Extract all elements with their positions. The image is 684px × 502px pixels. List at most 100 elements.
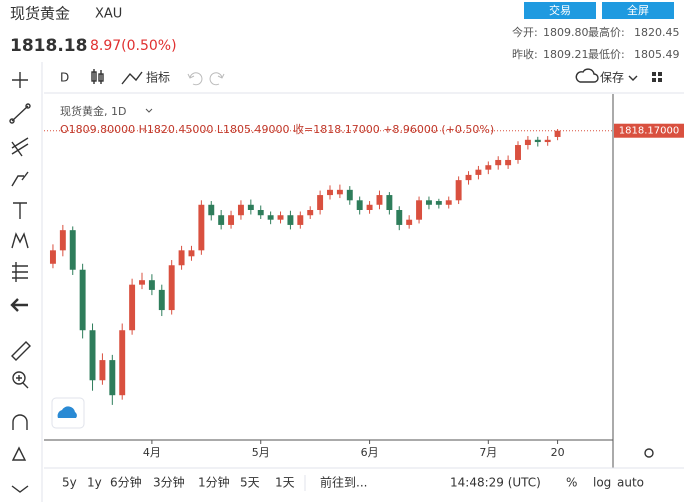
candle-body	[99, 360, 106, 381]
candle-body	[336, 189, 343, 195]
range-button[interactable]: 5y	[62, 476, 77, 490]
candle-body	[396, 210, 403, 225]
range-button[interactable]: 6分钟	[110, 475, 142, 490]
settings-icon[interactable]	[644, 448, 654, 458]
x-tick-label: 4月	[143, 446, 161, 459]
layout-icon[interactable]	[652, 72, 662, 82]
trade-label[interactable]: 交易	[549, 3, 571, 17]
last-price-label: 1818.17000	[619, 126, 679, 137]
candle-body	[218, 215, 225, 225]
save-icon[interactable]	[575, 68, 599, 83]
fullscreen-button[interactable]	[602, 2, 674, 19]
legend-ohlc: O1809.80000 H1820.45000 L1805.49000 收=18…	[60, 122, 494, 136]
candle-body	[554, 130, 561, 137]
candle-body	[346, 189, 353, 201]
stat-value: 1809.80	[543, 26, 589, 39]
redo-icon[interactable]	[209, 72, 225, 86]
scale-option[interactable]: %	[566, 476, 577, 490]
candle-body	[129, 284, 136, 331]
candle-body	[188, 250, 195, 257]
candle-body	[59, 230, 66, 251]
range-button[interactable]: 5天	[240, 476, 260, 490]
candle-body	[356, 200, 363, 210]
candle-body	[287, 215, 294, 225]
candle-body	[297, 215, 304, 225]
time: 14:48:29 (UTC)	[450, 476, 541, 490]
candle-body	[515, 145, 521, 160]
range-button[interactable]: 1分钟	[198, 475, 230, 490]
candle-body	[208, 204, 215, 216]
candle-body	[109, 360, 116, 396]
candle-body	[366, 204, 373, 210]
candle-body	[257, 210, 264, 216]
candle-body	[376, 195, 383, 205]
range-button[interactable]: 1天	[275, 476, 295, 490]
candle-body	[455, 180, 462, 201]
stat-label: 最高价:	[588, 25, 625, 39]
candle-body	[89, 330, 96, 381]
scale-option[interactable]: auto	[617, 476, 644, 490]
symbol: XAU	[95, 7, 122, 22]
instrument-name: 现货黄金	[10, 5, 70, 23]
candle-body	[475, 169, 482, 175]
candle-body	[544, 139, 551, 143]
undo-icon[interactable]	[187, 72, 203, 86]
candle-body	[307, 210, 314, 216]
candle-body	[445, 200, 452, 205]
candle-body	[168, 265, 175, 311]
price: 1818.18	[10, 36, 87, 56]
candle-body	[277, 215, 284, 220]
last-price-box	[614, 123, 684, 138]
fullscreen-label[interactable]: 全屏	[627, 3, 649, 17]
candle-body	[327, 189, 333, 196]
candle-body	[237, 204, 244, 216]
legend-title: 现货黄金, 1D	[60, 104, 126, 118]
change: 8.97(0.50%)	[90, 38, 177, 54]
stat-label: 昨收:	[512, 47, 538, 61]
candle-body	[505, 159, 512, 166]
candle-body	[406, 219, 413, 225]
candle-body	[69, 230, 76, 270]
logo	[57, 406, 77, 418]
stat-value: 1805.49	[634, 48, 680, 61]
candle-body	[119, 330, 126, 396]
tools[interactable]	[9, 72, 31, 493]
stat-label: 今开:	[512, 25, 538, 39]
candle-body	[247, 204, 254, 210]
stat-value: 1809.21	[543, 48, 589, 61]
candle-body	[425, 200, 432, 205]
chart-style-icon[interactable]	[91, 69, 104, 84]
legend-chevron	[145, 108, 153, 113]
candle-body	[465, 174, 472, 181]
candle-body	[49, 250, 56, 264]
candle-body	[534, 139, 541, 143]
x-tick-label: 5月	[252, 446, 270, 459]
interval[interactable]: D	[60, 71, 69, 85]
candle-body	[158, 289, 165, 311]
candle-body	[495, 159, 502, 166]
candle-body	[435, 201, 442, 205]
indicators[interactable]: 指标	[146, 70, 170, 85]
trade-button[interactable]	[524, 2, 596, 19]
range-button[interactable]: 3分钟	[153, 475, 185, 490]
indicator-icon[interactable]	[121, 71, 143, 85]
range-button[interactable]: 1y	[87, 476, 102, 490]
candle-body	[148, 280, 155, 290]
candle-body	[198, 204, 205, 251]
save[interactable]: 保存	[600, 71, 624, 85]
candle-body	[79, 269, 86, 331]
candle-body	[178, 250, 185, 266]
candle-body	[485, 165, 492, 170]
x-tick-label: 20	[551, 446, 565, 459]
stat-label: 最低价:	[588, 48, 625, 61]
scale-option[interactable]: log	[593, 476, 611, 490]
candle-body	[317, 195, 324, 210]
goto[interactable]: 前往到...	[320, 475, 367, 490]
candle-body	[228, 215, 235, 225]
candle-body	[524, 139, 531, 146]
save-menu[interactable]	[628, 75, 638, 81]
candle-body	[386, 195, 393, 210]
x-tick-label: 6月	[361, 446, 379, 459]
candle-body	[139, 280, 145, 285]
